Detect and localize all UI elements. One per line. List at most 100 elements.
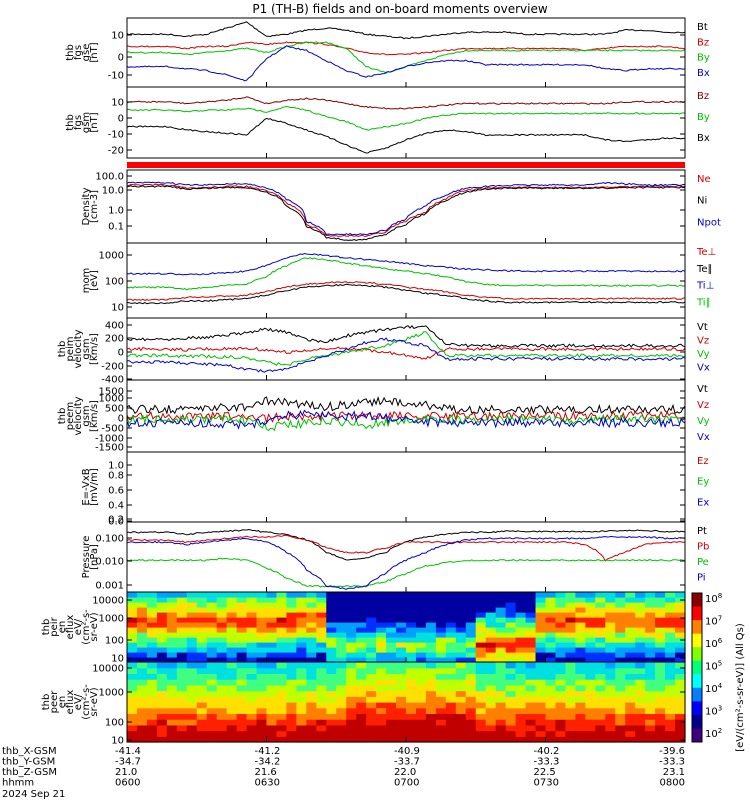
- spectrogram-cell: [535, 642, 547, 648]
- spectrogram-cell: [206, 730, 218, 737]
- spectrogram-cell: [585, 719, 596, 726]
- spectrogram-cell: [156, 597, 168, 603]
- spectrogram-cell: [575, 679, 586, 686]
- spectrogram-cell: [276, 627, 288, 633]
- spectrogram-cell: [595, 627, 606, 633]
- spectrogram-cell: [356, 632, 367, 638]
- spectrogram-cell: [226, 602, 238, 608]
- spectrogram-cell: [236, 724, 248, 732]
- spectrogram-cell: [665, 713, 676, 720]
- spectrogram-cell: [286, 736, 297, 743]
- spectrogram-cell: [236, 730, 248, 737]
- legend-entry: Bt: [697, 22, 708, 33]
- spectrogram-cell: [206, 642, 218, 648]
- spectrogram-cell: [326, 690, 337, 697]
- y-axis-label: [nT]: [89, 112, 100, 132]
- spectrogram-cell: [425, 647, 437, 653]
- spectrogram-cell: [196, 647, 208, 653]
- spectrogram-cell: [545, 592, 557, 598]
- spectrogram-cell: [396, 696, 407, 703]
- y-axis-label: en: [57, 621, 68, 634]
- spectrogram-cell: [585, 627, 596, 633]
- spectrogram-cell: [166, 612, 178, 618]
- spectrogram-cell: [495, 696, 507, 703]
- spectrogram-cell: [266, 707, 278, 715]
- spectrogram-cell: [256, 622, 268, 628]
- spectrogram-cell: [575, 652, 586, 658]
- spectrogram-cell: [236, 679, 248, 686]
- spectrogram-cell: [415, 622, 427, 628]
- spectrogram-cell: [665, 730, 676, 737]
- spectrogram-cell: [306, 602, 317, 608]
- spectrogram-cell: [266, 632, 278, 638]
- series-line-fgs_gsm-Bz: [126, 96, 686, 110]
- spectrogram-cell: [525, 612, 537, 618]
- spectrogram-cell: [605, 652, 616, 658]
- spectrogram-cell: [256, 679, 268, 686]
- spectrogram-cell: [435, 696, 447, 703]
- spectrogram-cell: [485, 719, 497, 726]
- x-axis-value: -39.6: [659, 746, 685, 757]
- spectrogram-cell: [276, 667, 288, 675]
- spectrogram-cell: [445, 679, 457, 686]
- spectrogram-cell: [266, 657, 278, 663]
- spectrogram-cell: [406, 622, 417, 628]
- spectrogram-cell: [635, 657, 646, 663]
- spectrogram-cell: [625, 696, 636, 703]
- spectrogram-cell: [216, 652, 228, 658]
- spectrogram-cell: [415, 696, 427, 703]
- spectrogram-cell: [645, 602, 656, 608]
- spectrogram-cell: [665, 679, 676, 686]
- spectrogram-cell: [226, 662, 238, 669]
- spectrogram-cell: [485, 612, 497, 618]
- spectrogram-cell: [655, 657, 666, 663]
- spectrogram-cell: [615, 667, 626, 675]
- spectrogram-cell: [176, 690, 188, 697]
- legend-entry: Vz: [697, 400, 709, 411]
- spectrogram-cell: [156, 696, 168, 703]
- spectrogram-cell: [286, 617, 297, 623]
- spectrogram-cell: [396, 730, 407, 737]
- spectrogram-cell: [545, 607, 557, 613]
- spectrogram-cell: [535, 632, 547, 638]
- spectrogram-cell: [306, 657, 317, 663]
- spectrogram-cell: [455, 736, 467, 743]
- spectrogram-cell: [236, 622, 248, 628]
- y-tick-label: 1.0: [108, 461, 124, 472]
- spectrogram-cell: [166, 679, 178, 686]
- spectrogram-cell: [665, 622, 676, 628]
- spectrogram-cell: [555, 657, 567, 663]
- spectrogram-cell: [435, 612, 447, 618]
- spectrogram-cell: [585, 707, 596, 715]
- spectrogram-cell: [266, 696, 278, 703]
- spectrogram-cell: [286, 707, 297, 715]
- y-axis-label: (cm²-s-: [81, 684, 92, 720]
- spectrogram-cell: [127, 679, 138, 686]
- spectrogram-cell: [396, 724, 407, 732]
- spectrogram-cell: [226, 622, 238, 628]
- spectrogram-cell: [645, 730, 656, 737]
- spectrogram-cell: [186, 707, 198, 715]
- spectrogram-cell: [246, 719, 258, 726]
- spectrogram-cell: [196, 617, 208, 623]
- spectrogram-cell: [425, 707, 437, 715]
- spectrogram-cell: [575, 724, 586, 732]
- spectrogram-cell: [455, 647, 467, 653]
- spectrogram-cell: [166, 647, 178, 653]
- spectrogram-cell: [346, 684, 357, 692]
- spectrogram-cell: [675, 602, 686, 608]
- spectrogram-cell: [346, 607, 357, 613]
- spectrogram-cell: [515, 690, 527, 697]
- spectrogram-cell: [455, 724, 467, 732]
- spectrogram-cell: [146, 597, 158, 603]
- spectrogram-cell: [455, 612, 467, 618]
- spectrogram-cell: [495, 632, 507, 638]
- spectrogram-cell: [286, 673, 297, 680]
- spectrogram-cell: [127, 637, 138, 643]
- spectrogram-cell: [336, 724, 347, 732]
- spectrogram-cell: [635, 647, 646, 653]
- legend-entry: Ti⊥: [696, 281, 714, 292]
- spectrogram-cell: [156, 657, 168, 663]
- spectrogram-cell: [316, 667, 327, 675]
